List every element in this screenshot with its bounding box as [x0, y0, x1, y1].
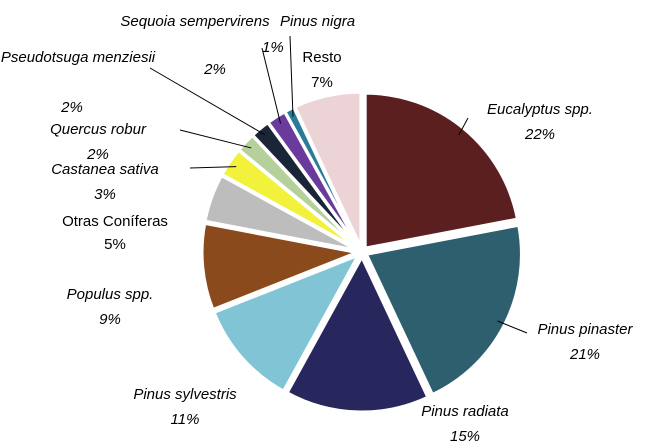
slice-label: Sequoia sempervirens	[120, 13, 270, 30]
slice-value: 2%	[203, 61, 226, 78]
leader-line	[189, 166, 237, 169]
slice-value: 7%	[311, 74, 333, 91]
slice-value: 2%	[60, 99, 83, 116]
slice-value: 5%	[104, 236, 126, 253]
leader-line	[149, 67, 266, 136]
pie-slice	[212, 252, 362, 394]
slice-value: 22%	[524, 126, 555, 143]
pie-slice	[285, 253, 430, 414]
slice-value: 11%	[171, 411, 200, 428]
pie-slice	[292, 90, 363, 248]
slice-value: 3%	[94, 186, 116, 203]
leader-line	[261, 47, 282, 124]
pie-slice	[364, 223, 523, 397]
slice-label: Populus spp.	[67, 286, 154, 303]
slice-label: Pinus pinaster	[537, 321, 633, 338]
slice-label: Pinus sylvestris	[133, 386, 237, 403]
slice-value: 2%	[86, 146, 109, 163]
slice-label: Pinus radiata	[421, 403, 509, 420]
slice-value: 21%	[569, 346, 600, 363]
leader-line	[458, 117, 469, 136]
slice-label: Pseudotsuga menziesii	[1, 49, 156, 66]
leader-line	[179, 129, 252, 149]
leader-line	[497, 320, 528, 334]
slice-label: Pinus nigra	[280, 13, 355, 30]
slice-label: Resto	[302, 49, 341, 66]
slice-value: 1%	[262, 39, 284, 56]
slice-label: Eucalyptus spp.	[487, 101, 593, 118]
pie-slice	[363, 91, 520, 250]
pie-slice	[200, 221, 363, 312]
slice-label: Castanea sativa	[51, 161, 159, 178]
slice-value: 15%	[450, 428, 480, 445]
slice-value: 9%	[99, 311, 121, 328]
slice-label: Quercus robur	[50, 121, 147, 138]
slice-label: Otras Coníferas	[62, 213, 168, 230]
leader-line	[289, 35, 294, 117]
